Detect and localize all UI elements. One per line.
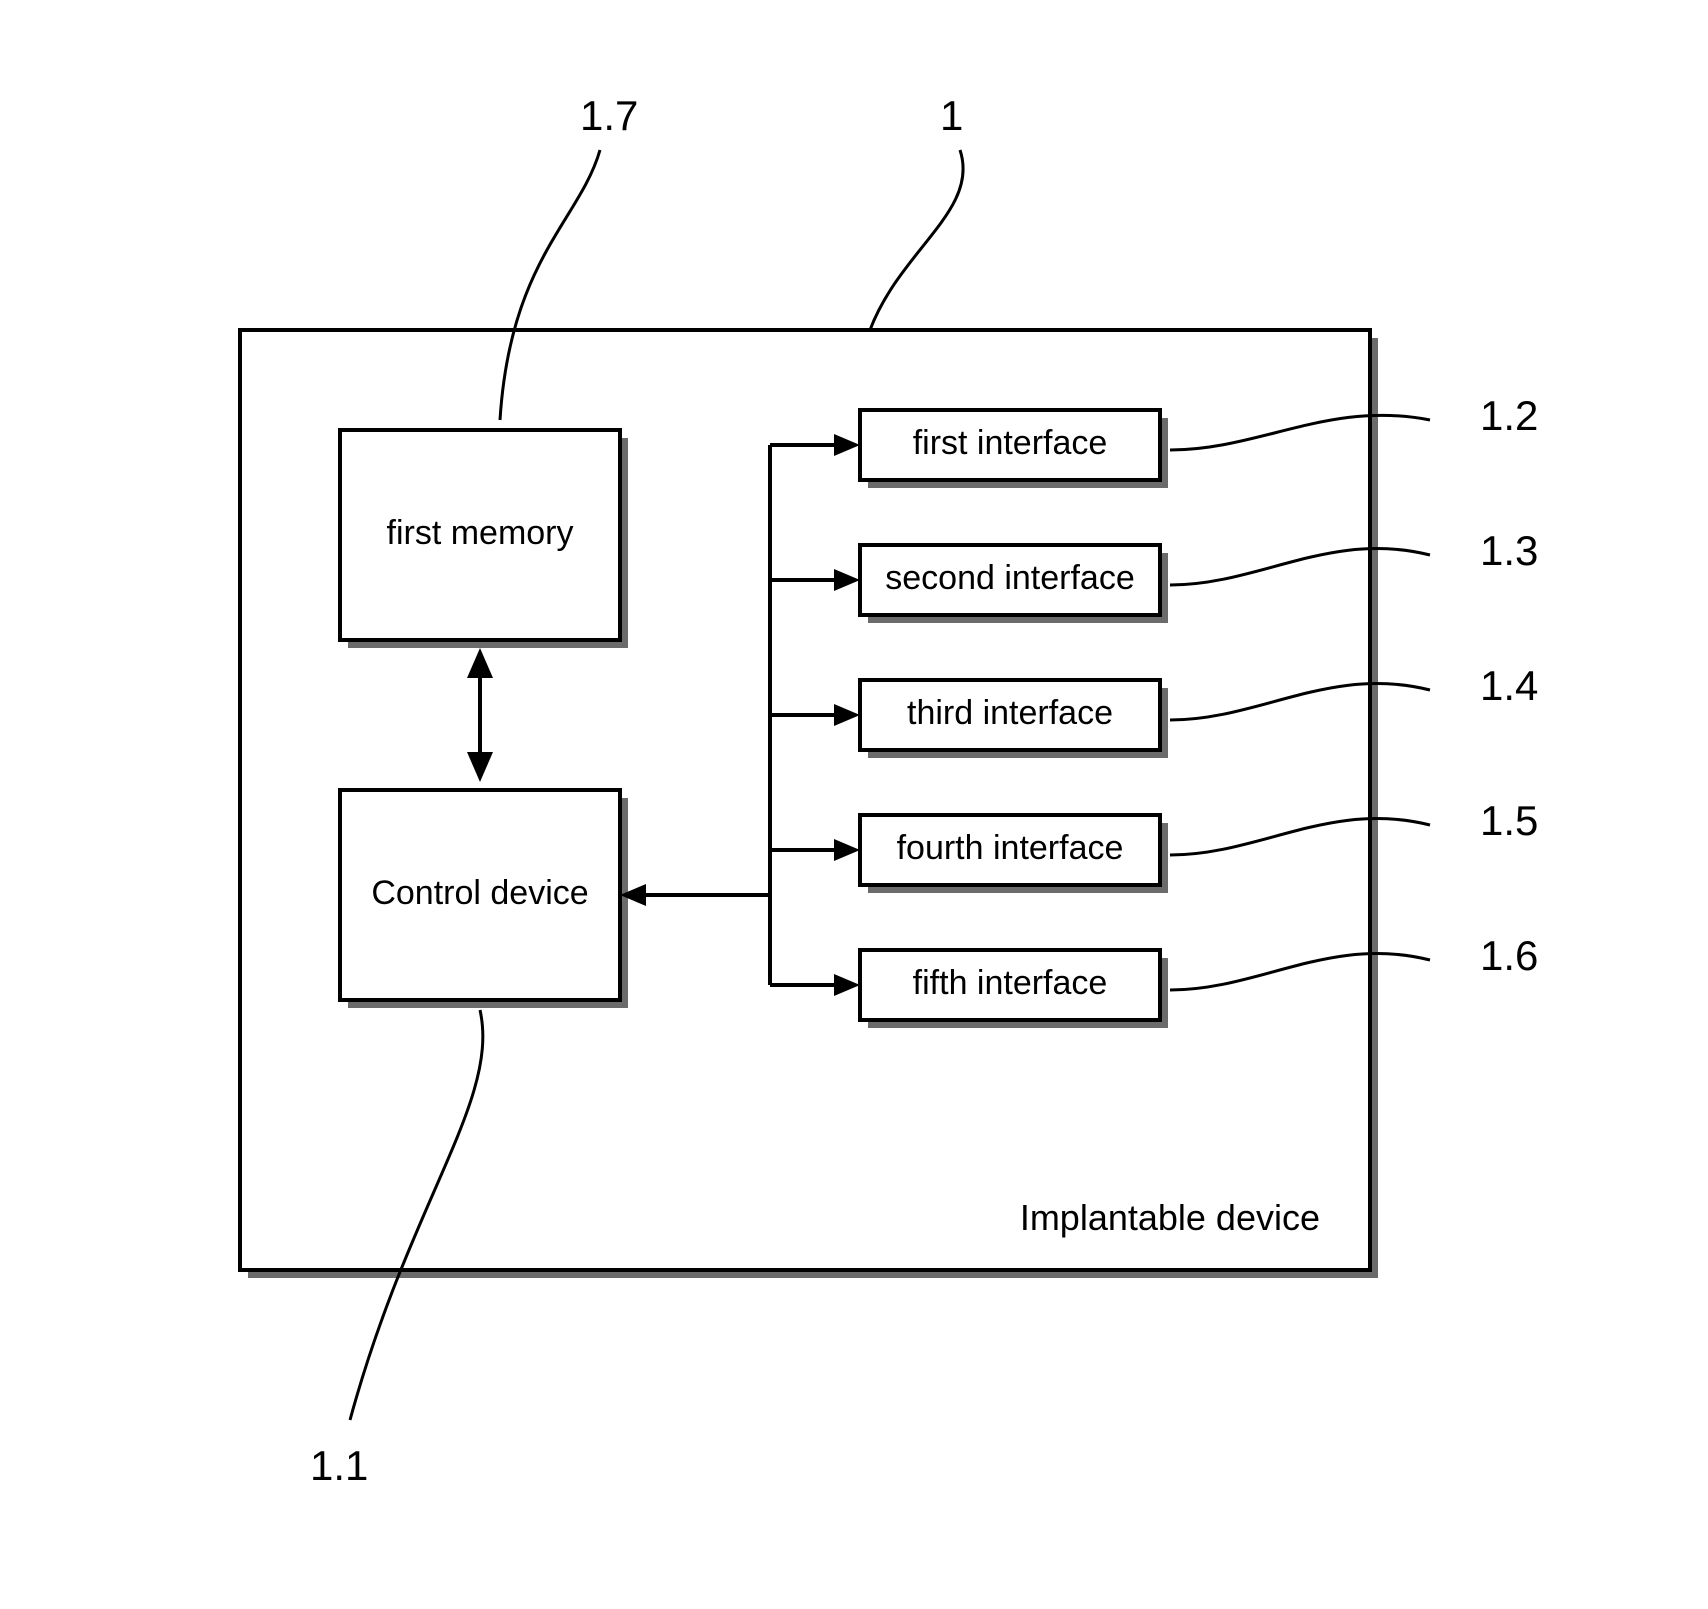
callout-c13: 1.3 (1480, 527, 1538, 574)
callout-c15: 1.5 (1480, 797, 1538, 844)
interface-label-2: second interface (885, 559, 1135, 597)
interface-label-5: fifth interface (913, 964, 1108, 1002)
callout-c11: 1.1 (310, 1442, 368, 1489)
interface-label-1: first interface (913, 424, 1108, 462)
container-caption: Implantable device (1020, 1197, 1320, 1238)
control-label: Control device (371, 874, 588, 912)
callout-c1: 1 (940, 92, 963, 139)
leader-c1 (870, 150, 963, 330)
callout-c12: 1.2 (1480, 392, 1538, 439)
callout-c16: 1.6 (1480, 932, 1538, 979)
memory-label: first memory (387, 514, 574, 552)
interface-label-3: third interface (907, 694, 1113, 732)
interface-label-4: fourth interface (897, 829, 1124, 867)
callout-c17: 1.7 (580, 92, 638, 139)
callout-c14: 1.4 (1480, 662, 1538, 709)
